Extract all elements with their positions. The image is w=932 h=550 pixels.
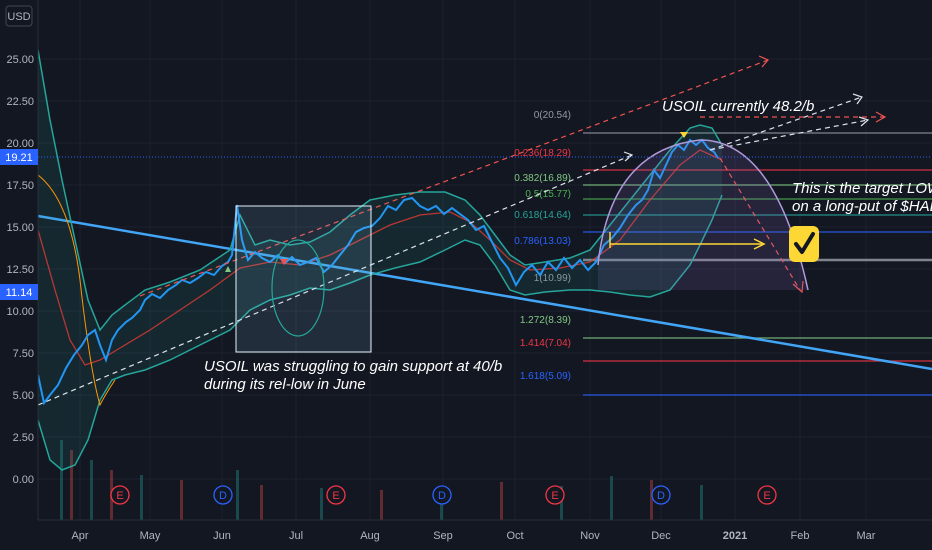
x-tick-label: Jul [289, 530, 303, 542]
y-tick-label: 12.50 [6, 264, 34, 276]
annotation-current[interactable]: USOIL currently 48.2/b [662, 98, 814, 115]
y-tick-label: 0.00 [13, 474, 34, 486]
svg-text:D: D [438, 490, 446, 502]
red-upper-channel[interactable] [139, 59, 769, 297]
fib-label: 0.5(15.77) [525, 189, 571, 200]
y-tick-label: 2.50 [13, 432, 34, 444]
x-tick-label: Mar [857, 530, 876, 542]
red-marker-icon [280, 259, 288, 265]
projection-arc[interactable] [597, 139, 809, 291]
y-tick-label: 17.50 [6, 180, 34, 192]
earnings-badge[interactable]: E [110, 485, 130, 505]
fib-label: 1.414(7.04) [520, 338, 571, 349]
upper-band [37, 49, 723, 332]
x-tick-label: Jun [213, 530, 231, 542]
currency-badge: USD [5, 5, 33, 27]
svg-text:D: D [657, 490, 665, 502]
svg-text:E: E [551, 490, 558, 502]
earnings-badge[interactable]: E [757, 485, 777, 505]
fib-label: 0.382(16.89) [514, 173, 571, 184]
fib-label: 1.618(5.09) [520, 371, 571, 382]
svg-text:11.14: 11.14 [6, 287, 33, 299]
dividend-badge[interactable]: D [213, 485, 233, 505]
top-marker-icon [680, 132, 688, 138]
bottom-marker-icon [225, 266, 231, 272]
x-tick-label: Aug [360, 530, 380, 542]
fib-label: 0.786(13.03) [514, 236, 571, 247]
y-tick-label: 7.50 [13, 348, 34, 360]
descending-trendline[interactable] [37, 214, 932, 371]
band-fill [38, 50, 722, 470]
svg-text:E: E [332, 490, 339, 502]
price-axis[interactable]: 25.00 22.50 20.00 17.50 15.00 12.50 10.00 7.50 5… [0, 0, 39, 520]
fib-label: 0(20.54) [534, 110, 571, 121]
annotation-target-line2[interactable]: on a long-put of $HAL [792, 198, 932, 215]
x-tick-label: Dec [651, 530, 671, 542]
earnings-badge[interactable]: E [545, 485, 565, 505]
annotation-support-line2[interactable]: during its rel-low in June [204, 376, 366, 393]
x-tick-label: Sep [433, 530, 453, 542]
annotation-target-line1[interactable]: This is the target LOW [792, 180, 932, 197]
x-tick-label: Apr [71, 530, 88, 542]
time-axis[interactable]: Apr May Jun Jul Aug Sep Oct Nov Dec 2021 Feb Mar [38, 519, 932, 550]
price-tag-bottom: 11.14 [0, 284, 38, 300]
y-tick-label: 22.50 [6, 96, 34, 108]
june-ellipse[interactable] [271, 239, 325, 337]
svg-text:E: E [116, 490, 123, 502]
earnings-badge[interactable]: E [326, 485, 346, 505]
currency-label: USD [7, 11, 30, 23]
annotation-support-line1[interactable]: USOIL was struggling to gain support at … [204, 358, 502, 375]
svg-text:D: D [219, 490, 227, 502]
dividend-badge[interactable]: D [432, 485, 452, 505]
y-tick-label: 15.00 [6, 222, 34, 234]
price-tag-top: 19.21 [0, 149, 38, 165]
y-tick-label: 5.00 [13, 390, 34, 402]
x-tick-label: 2021 [723, 530, 747, 542]
orange-curve [37, 174, 116, 407]
svg-text:19.21: 19.21 [5, 152, 33, 164]
x-tick-label: May [140, 530, 161, 542]
fib-label: 1(10.99) [534, 273, 571, 284]
y-tick-label: 10.00 [6, 306, 34, 318]
dividend-badge[interactable]: D [651, 485, 671, 505]
x-tick-label: Oct [506, 530, 523, 542]
y-tick-label: 25.00 [6, 54, 34, 66]
x-tick-label: Nov [580, 530, 600, 542]
y-tick-label: 20.00 [6, 138, 34, 150]
checkmark-icon [789, 226, 819, 262]
moving-average [37, 149, 723, 366]
price-line[interactable] [37, 138, 719, 406]
june-highlight-box[interactable] [235, 205, 372, 353]
fib-label: 0.618(14.64) [514, 210, 571, 221]
fib-label: 0.236(18.29) [514, 148, 571, 159]
target-down-line[interactable] [719, 157, 801, 291]
svg-text:E: E [763, 490, 770, 502]
lower-band [37, 194, 723, 471]
fib-label: 1.272(8.39) [520, 315, 571, 326]
x-tick-label: Feb [791, 530, 810, 542]
